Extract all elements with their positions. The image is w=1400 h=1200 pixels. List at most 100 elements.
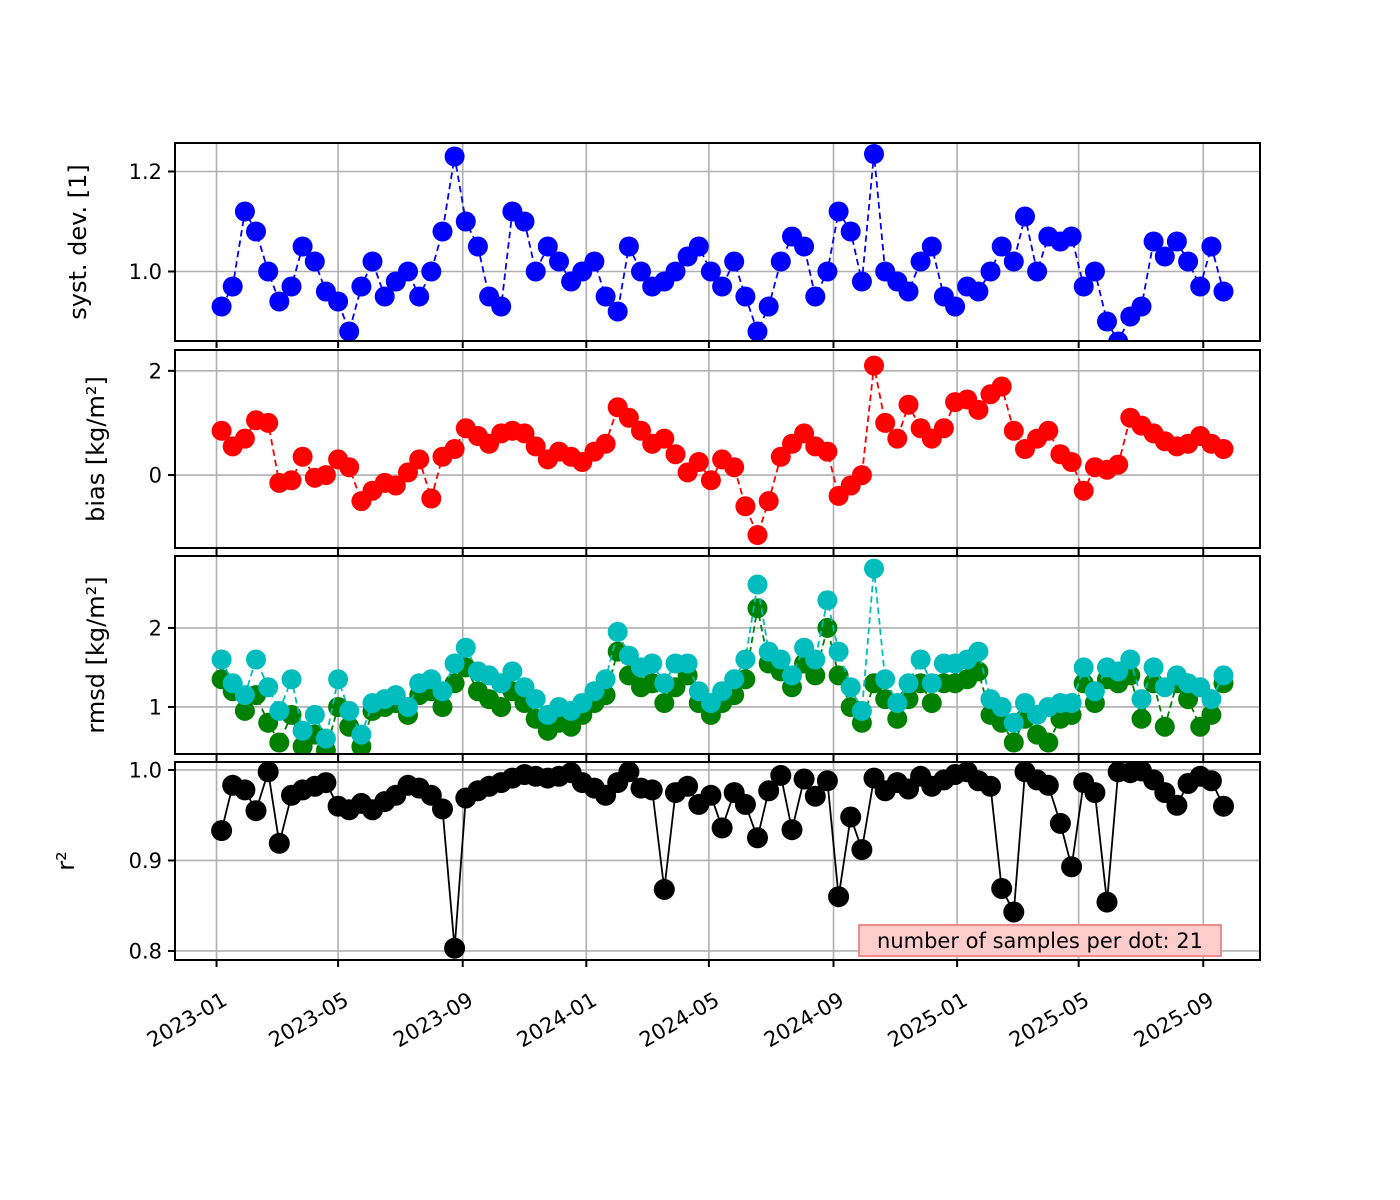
r2-point bbox=[711, 817, 733, 839]
bias-point bbox=[258, 412, 279, 433]
r2-point bbox=[851, 839, 873, 861]
syst_dev-line bbox=[220, 153, 1225, 341]
series-layer bbox=[211, 355, 1234, 545]
syst_dev-point bbox=[1097, 311, 1117, 332]
r2-point bbox=[1061, 856, 1083, 878]
bias-point bbox=[234, 428, 255, 449]
grid bbox=[175, 350, 1260, 548]
r2-point bbox=[245, 800, 267, 822]
syst_dev-point bbox=[549, 251, 569, 272]
x-tick-label: 2023-01 bbox=[143, 988, 231, 1053]
rmsd_cyan-point bbox=[875, 669, 896, 690]
syst_dev-point bbox=[362, 251, 383, 272]
rmsd_cyan-point bbox=[1131, 689, 1152, 710]
syst_dev-point bbox=[467, 236, 488, 257]
bias-point bbox=[292, 446, 313, 467]
syst_dev-point bbox=[665, 261, 686, 282]
r2-point bbox=[734, 793, 756, 815]
rmsd_cyan-point bbox=[991, 697, 1012, 717]
y-tick-label: 1.0 bbox=[129, 758, 162, 782]
rmsd_cyan-point bbox=[525, 689, 546, 710]
syst_dev-point bbox=[631, 261, 651, 282]
syst_dev-point bbox=[234, 201, 255, 222]
r2-point bbox=[700, 784, 722, 806]
syst_dev-point bbox=[269, 291, 290, 312]
rmsd_cyan-point bbox=[677, 653, 698, 674]
y-axis-label-rmsd: rmsd [kg/m²] bbox=[82, 576, 110, 733]
rmsd_cyan-point bbox=[1003, 712, 1024, 733]
syst_dev-point bbox=[421, 261, 442, 282]
bias-point bbox=[665, 444, 686, 465]
rmsd_green-point bbox=[1201, 704, 1222, 725]
syst_dev-point bbox=[304, 251, 325, 272]
rmsd_cyan-point bbox=[444, 653, 465, 674]
x-tick-label: 2025-05 bbox=[1005, 988, 1093, 1053]
syst_dev-point bbox=[758, 296, 779, 317]
r2-point bbox=[1003, 901, 1025, 923]
rmsd_cyan-point bbox=[269, 700, 290, 721]
syst_dev-point bbox=[1027, 261, 1048, 282]
bias-point bbox=[281, 470, 302, 491]
r2-point bbox=[747, 827, 768, 849]
syst_dev-point bbox=[1073, 276, 1094, 297]
rmsd_cyan-point bbox=[1120, 649, 1141, 670]
syst_dev-point bbox=[444, 146, 465, 167]
rmsd_cyan-point bbox=[292, 720, 313, 741]
r2-point bbox=[618, 762, 640, 783]
bias-point bbox=[794, 423, 815, 444]
x-tick-labels: 2023-01 2023-05 2023-09 2024-01 2024-05 2024-… bbox=[143, 988, 1218, 1053]
bias-point bbox=[654, 428, 675, 449]
r2-point bbox=[1213, 795, 1234, 817]
syst_dev-point bbox=[398, 261, 418, 282]
bias-point bbox=[724, 457, 745, 478]
syst_dev-point bbox=[921, 236, 942, 257]
syst_dev-point bbox=[258, 261, 279, 282]
bias-point bbox=[631, 420, 651, 441]
rmsd_cyan-point bbox=[968, 641, 989, 662]
axes-spine bbox=[174, 142, 1261, 342]
rmsd_cyan-point bbox=[432, 681, 453, 702]
bias-point bbox=[421, 488, 442, 509]
rmsd_cyan-point bbox=[246, 649, 266, 670]
bias-point bbox=[1038, 420, 1059, 441]
x-tick-label: 2024-09 bbox=[760, 988, 848, 1053]
rmsd_green-line bbox=[220, 608, 1225, 753]
rmsd_cyan-point bbox=[805, 649, 826, 670]
r2-point bbox=[793, 768, 815, 790]
syst_dev-point bbox=[851, 271, 872, 292]
rmsd_green-point bbox=[234, 700, 255, 721]
rmsd_cyan-point bbox=[770, 649, 791, 670]
r2-point bbox=[804, 785, 826, 807]
x-tick-label: 2024-01 bbox=[513, 988, 601, 1053]
bias-point bbox=[398, 462, 418, 483]
bias-point bbox=[409, 449, 430, 470]
syst_dev-point bbox=[794, 236, 815, 257]
rmsd_green-point bbox=[269, 732, 290, 753]
syst_dev-point bbox=[1178, 251, 1199, 272]
rmsd_cyan-point bbox=[455, 637, 476, 658]
bias-point bbox=[770, 446, 791, 467]
panel-bias: 0 2 bias [kg/m²] bbox=[82, 349, 1261, 555]
syst_dev-point bbox=[618, 236, 639, 257]
rmsd_cyan-point bbox=[735, 649, 756, 670]
rmsd_cyan-point bbox=[840, 677, 861, 698]
syst_dev-point bbox=[828, 201, 849, 222]
y-tick-label: 0.8 bbox=[129, 939, 162, 963]
syst_dev-point bbox=[292, 236, 313, 257]
syst_dev-point bbox=[525, 261, 546, 282]
bias-point bbox=[700, 470, 721, 491]
rmsd_cyan-point bbox=[328, 669, 349, 690]
r2-point bbox=[234, 779, 256, 801]
rmsd_green-point bbox=[921, 693, 942, 713]
bias-point bbox=[339, 457, 360, 478]
syst_dev-point bbox=[339, 321, 360, 341]
y-tick-label: 1.2 bbox=[129, 160, 162, 184]
rmsd_cyan-point bbox=[351, 724, 372, 745]
syst_dev-point bbox=[1143, 231, 1164, 252]
syst_dev-point bbox=[770, 251, 791, 272]
rmsd_cyan-point bbox=[642, 653, 663, 674]
rmsd_cyan-point bbox=[595, 669, 616, 690]
r2-point bbox=[432, 798, 453, 820]
series-layer bbox=[211, 762, 1234, 959]
